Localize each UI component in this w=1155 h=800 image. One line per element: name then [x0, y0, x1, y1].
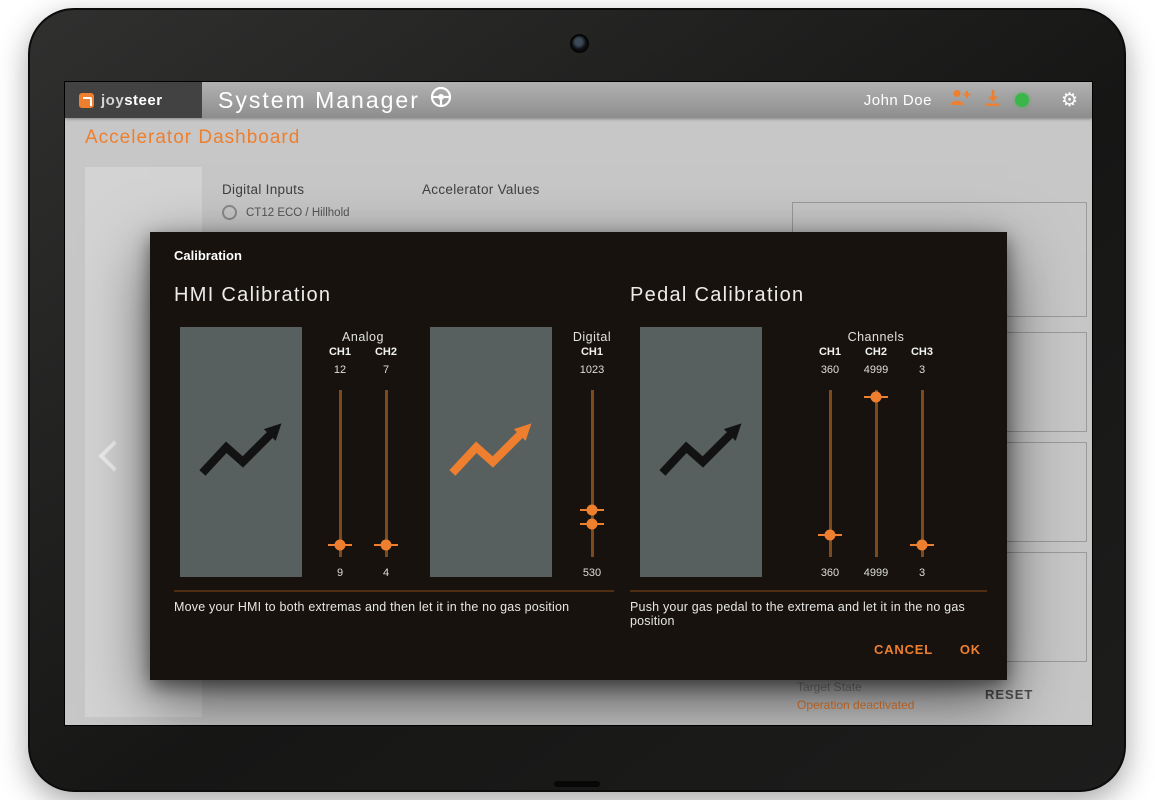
channels-group-label: Channels [847, 330, 905, 344]
digital-inputs-label: Digital Inputs [222, 182, 305, 197]
brand-part-steer: steer [124, 91, 163, 109]
slider-pedal-ch3: CH3 3 3 [898, 346, 946, 585]
target-state-label: Target State [797, 680, 862, 694]
channel-top-value: 360 [820, 364, 840, 376]
cancel-button[interactable]: CANCEL [874, 642, 933, 657]
slider-hmi-analog-ch1: CH1 12 9 [316, 346, 364, 585]
slider-track[interactable] [328, 390, 352, 557]
channel-top-value: 3 [918, 364, 926, 376]
settings-gear-icon[interactable]: ⚙ [1060, 89, 1078, 111]
joysteer-logo-icon [79, 92, 94, 108]
slider-thumb[interactable] [580, 522, 604, 525]
slider-pedal-ch1: CH1 360 360 [806, 346, 854, 585]
app-title: System Manager [218, 85, 453, 115]
analog-group-label: Analog [342, 330, 384, 344]
app-title-text: System Manager [218, 86, 420, 113]
reset-button[interactable]: RESET [985, 687, 1034, 702]
page-title: Accelerator Dashboard [85, 127, 301, 148]
app-screen: joysteer System Manager [64, 81, 1093, 726]
channel-label: CH2 [374, 346, 397, 358]
channel-bottom-value: 4999 [863, 567, 889, 579]
hmi-digital-panel [430, 327, 552, 577]
slider-track[interactable] [580, 390, 604, 557]
tablet-frame: joysteer System Manager [28, 8, 1126, 792]
slider-thumb[interactable] [910, 544, 934, 547]
target-state-value: Operation deactivated [797, 698, 915, 712]
channel-bottom-value: 3 [918, 567, 926, 579]
slider-hmi-analog-ch2: CH2 7 4 [362, 346, 410, 585]
hmi-section-divider [174, 590, 614, 592]
hmi-analog-panel [180, 327, 302, 577]
pedal-section-divider [630, 590, 987, 592]
channel-bottom-value: 4 [382, 567, 390, 579]
trend-arrow-icon [195, 416, 287, 489]
slider-thumb[interactable] [374, 544, 398, 547]
hmi-hint-text: Move your HMI to both extremas and then … [174, 600, 570, 614]
channel-label: CH1 [818, 346, 841, 358]
radio-label: CT12 ECO / Hillhold [246, 206, 350, 219]
slider-hmi-digital-ch1: CH1 1023 530 [568, 346, 616, 585]
channel-top-value: 12 [333, 364, 347, 376]
slider-pedal-ch2: CH2 4999 4999 [852, 346, 900, 585]
accelerator-values-label: Accelerator Values [422, 182, 540, 197]
channel-top-value: 1023 [579, 364, 605, 376]
person-add-icon[interactable] [950, 89, 971, 111]
user-name: John Doe [863, 91, 932, 109]
pedal-hint-text: Push your gas pedal to the extrema and l… [630, 600, 965, 628]
connection-status-icon [1014, 93, 1029, 107]
trend-arrow-icon [655, 416, 747, 489]
download-icon[interactable] [985, 89, 1001, 111]
channel-top-value: 7 [382, 364, 390, 376]
calibration-dialog: Calibration HMI Calibration Pedal Calibr… [150, 232, 1007, 680]
channel-label: CH1 [580, 346, 603, 358]
slider-track[interactable] [864, 390, 888, 557]
channel-bottom-value: 9 [336, 567, 344, 579]
hmi-calibration-heading: HMI Calibration [174, 284, 332, 306]
joysteer-logo-text: joysteer [101, 92, 163, 109]
slider-track[interactable] [818, 390, 842, 557]
radio-option-ct12[interactable]: CT12 ECO / Hillhold [222, 205, 350, 220]
dialog-title: Calibration [174, 248, 242, 263]
front-camera [570, 34, 589, 53]
digital-group-label: Digital [572, 330, 612, 344]
channel-top-value: 4999 [863, 364, 889, 376]
trend-arrow-icon [445, 416, 537, 489]
channel-label: CH1 [328, 346, 351, 358]
channel-label: CH2 [864, 346, 887, 358]
steering-wheel-icon [429, 85, 453, 115]
channel-label: CH3 [910, 346, 933, 358]
pedal-panel [640, 327, 762, 577]
chevron-left-icon[interactable] [98, 440, 130, 472]
pedal-calibration-heading: Pedal Calibration [630, 284, 805, 306]
header-actions: John Doe [864, 89, 1092, 111]
radio-button[interactable] [222, 205, 237, 220]
slider-thumb[interactable] [328, 544, 352, 547]
channel-bottom-value: 360 [820, 567, 840, 579]
slider-thumb[interactable] [818, 534, 842, 537]
slider-thumb[interactable] [864, 395, 888, 398]
dock-port [554, 781, 600, 787]
slider-track[interactable] [374, 390, 398, 557]
slider-track[interactable] [910, 390, 934, 557]
ok-button[interactable]: OK [959, 642, 981, 657]
brand-part-joy: joy [101, 91, 125, 109]
channel-bottom-value: 530 [582, 567, 602, 579]
app-header: joysteer System Manager [65, 82, 1092, 118]
joysteer-logo[interactable]: joysteer [65, 82, 202, 118]
slider-thumb[interactable] [580, 509, 604, 512]
